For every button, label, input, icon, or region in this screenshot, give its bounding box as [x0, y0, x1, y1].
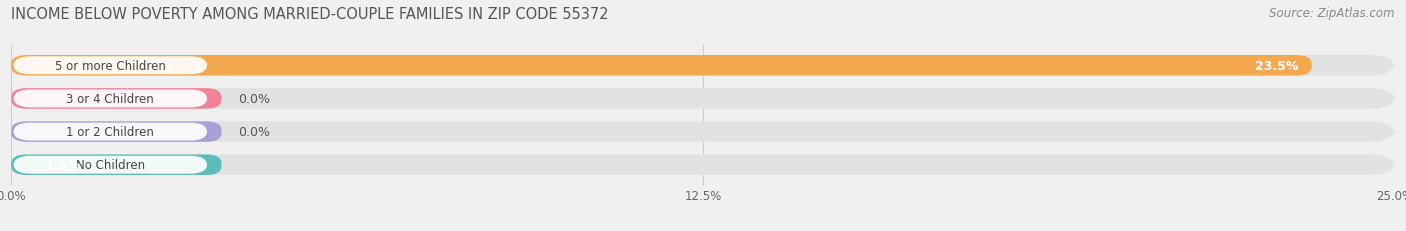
Text: 0.0%: 0.0% — [238, 125, 270, 138]
Text: 5 or more Children: 5 or more Children — [55, 60, 166, 73]
Text: No Children: No Children — [76, 158, 145, 171]
FancyBboxPatch shape — [14, 90, 207, 108]
FancyBboxPatch shape — [11, 155, 1395, 175]
Text: 0.0%: 0.0% — [238, 93, 270, 106]
Text: 1.5%: 1.5% — [45, 158, 80, 171]
FancyBboxPatch shape — [11, 56, 1312, 76]
FancyBboxPatch shape — [14, 156, 207, 174]
FancyBboxPatch shape — [14, 123, 207, 141]
FancyBboxPatch shape — [11, 89, 1395, 109]
Text: 3 or 4 Children: 3 or 4 Children — [66, 93, 155, 106]
Text: Source: ZipAtlas.com: Source: ZipAtlas.com — [1270, 7, 1395, 20]
FancyBboxPatch shape — [11, 155, 222, 175]
FancyBboxPatch shape — [14, 57, 207, 75]
FancyBboxPatch shape — [11, 89, 222, 109]
FancyBboxPatch shape — [11, 56, 1395, 76]
FancyBboxPatch shape — [11, 122, 1395, 142]
Text: 1 or 2 Children: 1 or 2 Children — [66, 125, 155, 138]
FancyBboxPatch shape — [11, 122, 222, 142]
Text: 23.5%: 23.5% — [1254, 60, 1298, 73]
Text: INCOME BELOW POVERTY AMONG MARRIED-COUPLE FAMILIES IN ZIP CODE 55372: INCOME BELOW POVERTY AMONG MARRIED-COUPL… — [11, 7, 609, 22]
